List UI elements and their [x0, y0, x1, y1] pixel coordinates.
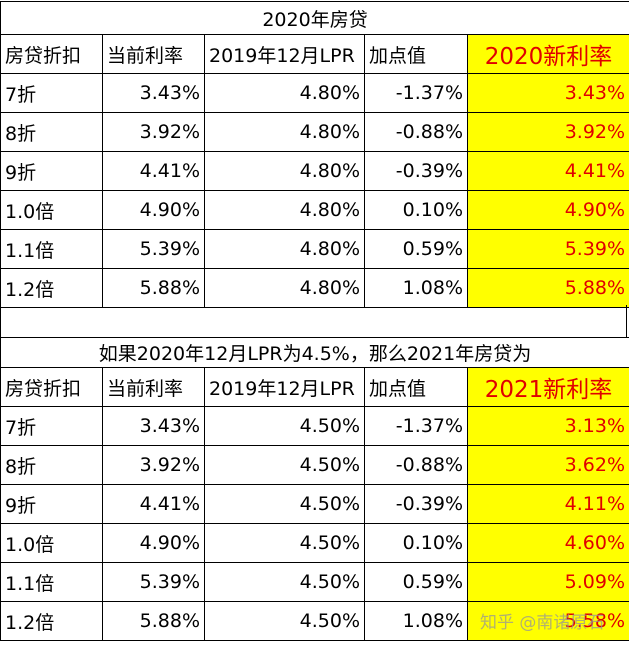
- lpr-cell: 4.80%: [204, 151, 365, 191]
- spread-cell: 0.10%: [364, 190, 468, 230]
- new-rate-cell: 3.13%: [467, 406, 629, 446]
- lpr-cell: 4.50%: [204, 484, 365, 524]
- current-rate-cell: 4.41%: [102, 484, 205, 524]
- table-row: 1.2倍 5.88% 4.50% 1.08% 5.58%: [0, 601, 629, 641]
- discount-cell: 1.1倍: [0, 229, 103, 269]
- header-discount: 房贷折扣: [0, 34, 103, 74]
- current-rate-cell: 4.90%: [102, 523, 205, 563]
- lpr-cell: 4.80%: [204, 73, 365, 113]
- table-row: 7折 3.43% 4.80% -1.37% 3.43%: [0, 73, 629, 113]
- new-rate-cell: 4.11%: [467, 484, 629, 524]
- new-rate-cell: 5.39%: [466, 229, 629, 269]
- table-row: 7折 3.43% 4.50% -1.37% 3.13%: [0, 406, 629, 446]
- header-new-rate: 2021新利率: [467, 367, 629, 407]
- lpr-cell: 4.80%: [204, 229, 365, 269]
- lpr-cell: 4.50%: [204, 601, 365, 641]
- table-row: 8折 3.92% 4.50% -0.88% 3.62%: [0, 445, 629, 485]
- table-title-row: 如果2020年12月LPR为4.5%，那么2021年房贷为: [0, 337, 629, 368]
- table-row: 1.1倍 5.39% 4.80% 0.59% 5.39%: [0, 229, 629, 269]
- current-rate-cell: 3.92%: [102, 445, 205, 485]
- current-rate-cell: 3.43%: [102, 73, 205, 113]
- spread-cell: -0.39%: [364, 151, 468, 191]
- lpr-cell: 4.80%: [204, 268, 365, 308]
- discount-cell: 7折: [0, 406, 103, 446]
- new-rate-cell: 3.92%: [466, 112, 629, 152]
- discount-cell: 1.0倍: [0, 523, 103, 563]
- header-spread: 加点值: [364, 34, 468, 74]
- table-row: 9折 4.41% 4.50% -0.39% 4.11%: [0, 484, 629, 524]
- header-current-rate: 当前利率: [102, 367, 205, 407]
- discount-cell: 7折: [0, 73, 103, 113]
- discount-cell: 8折: [0, 112, 103, 152]
- lpr-cell: 4.80%: [204, 112, 365, 152]
- header-discount: 房贷折扣: [0, 367, 103, 407]
- lpr-cell: 4.50%: [204, 445, 365, 485]
- new-rate-cell: 5.88%: [466, 268, 629, 308]
- lpr-cell: 4.50%: [204, 523, 365, 563]
- spread-cell: -0.88%: [364, 112, 468, 152]
- lpr-cell: 4.50%: [204, 406, 365, 446]
- table-title: 如果2020年12月LPR为4.5%，那么2021年房贷为: [0, 337, 629, 368]
- discount-cell: 1.2倍: [0, 601, 103, 641]
- current-rate-cell: 5.88%: [102, 268, 205, 308]
- discount-cell: 1.1倍: [0, 562, 103, 602]
- current-rate-cell: 5.88%: [102, 601, 205, 641]
- table-row: 1.0倍 4.90% 4.50% 0.10% 4.60%: [0, 523, 629, 563]
- spread-cell: 0.59%: [364, 562, 468, 602]
- lpr-cell: 4.50%: [204, 562, 365, 602]
- discount-cell: 8折: [0, 445, 103, 485]
- new-rate-cell: 4.90%: [466, 190, 629, 230]
- spread-cell: 0.10%: [364, 523, 468, 563]
- spread-cell: -1.37%: [364, 406, 468, 446]
- spread-cell: 1.08%: [364, 268, 468, 308]
- new-rate-cell: 4.60%: [467, 523, 629, 563]
- table-row: 1.1倍 5.39% 4.50% 0.59% 5.09%: [0, 562, 629, 602]
- current-rate-cell: 5.39%: [102, 562, 205, 602]
- table-row: 8折 3.92% 4.80% -0.88% 3.92%: [0, 112, 629, 152]
- table-row: 1.2倍 5.88% 4.80% 1.08% 5.88%: [0, 268, 629, 308]
- spread-cell: -1.37%: [364, 73, 468, 113]
- table-row: 1.0倍 4.90% 4.80% 0.10% 4.90%: [0, 190, 629, 230]
- spread-cell: -0.88%: [364, 445, 468, 485]
- rate-table-2021: 如果2020年12月LPR为4.5%，那么2021年房贷为 房贷折扣 当前利率 …: [0, 337, 629, 641]
- new-rate-cell: 3.43%: [466, 73, 629, 113]
- current-rate-cell: 4.41%: [102, 151, 205, 191]
- header-lpr: 2019年12月LPR: [204, 34, 365, 74]
- table-row: 9折 4.41% 4.80% -0.39% 4.41%: [0, 151, 629, 191]
- new-rate-cell: 3.62%: [467, 445, 629, 485]
- spread-cell: 0.59%: [364, 229, 468, 269]
- discount-cell: 9折: [0, 484, 103, 524]
- header-lpr: 2019年12月LPR: [204, 367, 365, 407]
- header-new-rate: 2020新利率: [466, 34, 629, 74]
- header-row: 房贷折扣 当前利率 2019年12月LPR 加点值 2021新利率: [0, 367, 629, 407]
- spread-cell: -0.39%: [364, 484, 468, 524]
- table-title: 2020年房贷: [0, 1, 629, 35]
- header-row: 房贷折扣 当前利率 2019年12月LPR 加点值 2020新利率: [0, 34, 629, 74]
- spread-cell: 1.08%: [364, 601, 468, 641]
- current-rate-cell: 5.39%: [102, 229, 205, 269]
- current-rate-cell: 4.90%: [102, 190, 205, 230]
- discount-cell: 1.0倍: [0, 190, 103, 230]
- current-rate-cell: 3.43%: [102, 406, 205, 446]
- lpr-cell: 4.80%: [204, 190, 365, 230]
- discount-cell: 9折: [0, 151, 103, 191]
- new-rate-cell: 4.41%: [466, 151, 629, 191]
- rate-table-2020: 2020年房贷 房贷折扣 当前利率 2019年12月LPR 加点值 2020新利…: [0, 1, 629, 308]
- header-spread: 加点值: [364, 367, 468, 407]
- empty-spacer-row: [0, 305, 627, 337]
- header-current-rate: 当前利率: [102, 34, 205, 74]
- current-rate-cell: 3.92%: [102, 112, 205, 152]
- new-rate-cell: 5.58%: [467, 601, 629, 641]
- table-title-row: 2020年房贷: [0, 1, 629, 35]
- discount-cell: 1.2倍: [0, 268, 103, 308]
- new-rate-cell: 5.09%: [467, 562, 629, 602]
